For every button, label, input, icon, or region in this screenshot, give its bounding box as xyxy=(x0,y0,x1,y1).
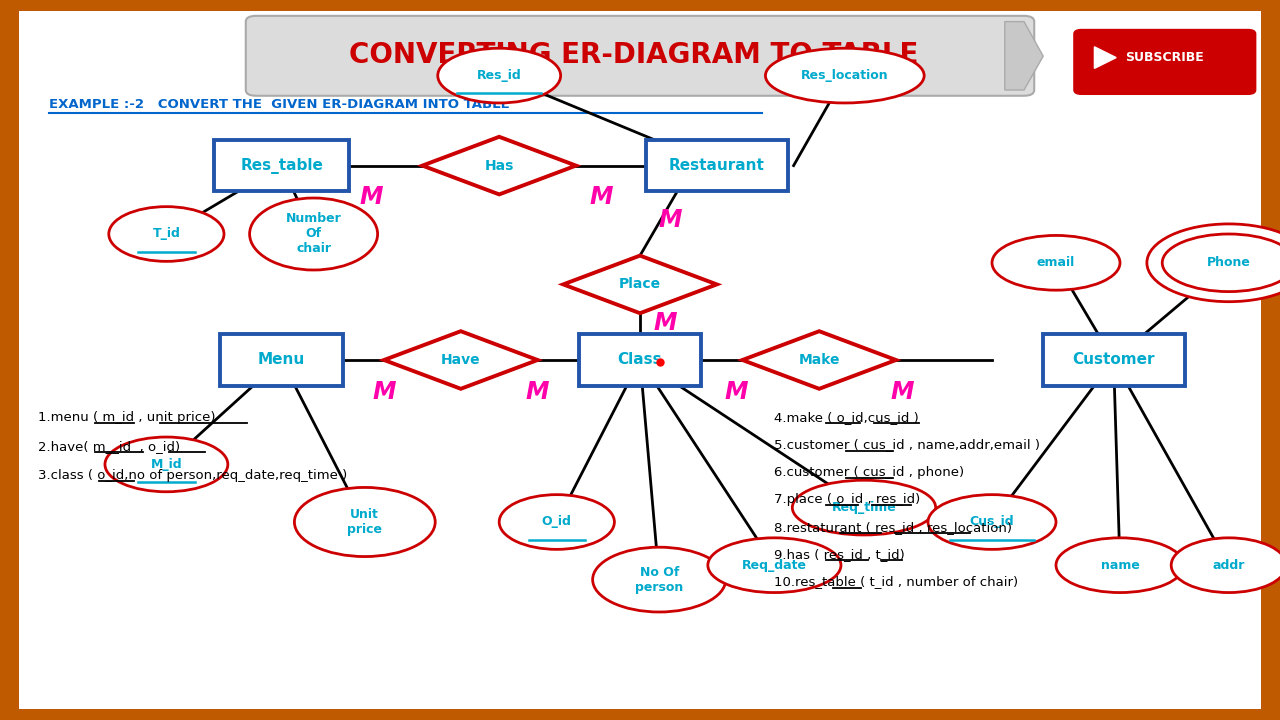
Text: Has: Has xyxy=(485,158,513,173)
Polygon shape xyxy=(1094,47,1116,68)
Text: 8.restaturant ( res_id , res_location): 8.restaturant ( res_id , res_location) xyxy=(774,521,1012,534)
Text: 7.place ( o_id , res_id): 7.place ( o_id , res_id) xyxy=(774,493,920,506)
FancyBboxPatch shape xyxy=(220,334,343,386)
Text: Number
Of
chair: Number Of chair xyxy=(285,212,342,256)
Polygon shape xyxy=(384,331,538,389)
Text: Res_location: Res_location xyxy=(801,69,888,82)
Text: M: M xyxy=(360,185,383,210)
Text: Res_table: Res_table xyxy=(241,158,323,174)
FancyBboxPatch shape xyxy=(1042,334,1185,386)
Text: Restaurant: Restaurant xyxy=(669,158,764,173)
Text: 9.has ( res_id , t_id): 9.has ( res_id , t_id) xyxy=(774,548,905,561)
Text: Res_id: Res_id xyxy=(477,69,521,82)
Ellipse shape xyxy=(109,207,224,261)
Ellipse shape xyxy=(992,235,1120,290)
Text: Unit
price: Unit price xyxy=(347,508,383,536)
Text: 1.menu ( m_id , unit price): 1.menu ( m_id , unit price) xyxy=(38,411,216,424)
Ellipse shape xyxy=(792,480,936,535)
Text: M: M xyxy=(891,380,914,405)
Text: M: M xyxy=(372,380,396,405)
Polygon shape xyxy=(563,256,717,313)
FancyBboxPatch shape xyxy=(246,16,1034,96)
Text: O_id: O_id xyxy=(541,516,572,528)
Ellipse shape xyxy=(438,48,561,103)
Text: Cus_id: Cus_id xyxy=(970,516,1014,528)
Text: 2.have( m__id  , o_id): 2.have( m__id , o_id) xyxy=(38,440,180,453)
FancyBboxPatch shape xyxy=(1074,30,1256,94)
Polygon shape xyxy=(422,137,576,194)
Text: 4.make ( o_id,cus_id ): 4.make ( o_id,cus_id ) xyxy=(774,411,919,424)
Text: addr: addr xyxy=(1212,559,1245,572)
Text: SUBSCRIBE: SUBSCRIBE xyxy=(1125,51,1204,64)
Text: Class: Class xyxy=(618,353,662,367)
Text: Req_time: Req_time xyxy=(832,501,896,514)
Text: CONVERTING ER-DIAGRAM TO TABLE: CONVERTING ER-DIAGRAM TO TABLE xyxy=(349,41,918,68)
Ellipse shape xyxy=(105,437,228,492)
Ellipse shape xyxy=(1171,538,1280,593)
Text: EXAMPLE :-2   CONVERT THE  GIVEN ER-DIAGRAM INTO TABLE: EXAMPLE :-2 CONVERT THE GIVEN ER-DIAGRAM… xyxy=(49,98,509,111)
Text: M: M xyxy=(590,185,613,210)
Ellipse shape xyxy=(250,198,378,270)
Text: M_id: M_id xyxy=(151,458,182,471)
Text: Menu: Menu xyxy=(259,353,305,367)
Text: Have: Have xyxy=(442,353,480,367)
FancyBboxPatch shape xyxy=(19,11,1261,709)
Ellipse shape xyxy=(294,487,435,557)
Text: M: M xyxy=(659,207,682,232)
FancyBboxPatch shape xyxy=(579,334,701,386)
Polygon shape xyxy=(742,331,896,389)
Text: 5.customer ( cus_id , name,addr,email ): 5.customer ( cus_id , name,addr,email ) xyxy=(774,438,1041,451)
Text: 6.customer ( cus_id , phone): 6.customer ( cus_id , phone) xyxy=(774,466,965,479)
Text: Req_date: Req_date xyxy=(742,559,806,572)
Ellipse shape xyxy=(1056,538,1184,593)
Ellipse shape xyxy=(708,538,841,593)
Text: Place: Place xyxy=(620,277,660,292)
Text: 3.class ( o_id,no of person,req_date,req_time ): 3.class ( o_id,no of person,req_date,req… xyxy=(38,469,348,482)
Text: M: M xyxy=(526,380,549,405)
FancyBboxPatch shape xyxy=(214,140,349,191)
Text: Make: Make xyxy=(799,353,840,367)
FancyBboxPatch shape xyxy=(646,140,788,191)
Text: Phone: Phone xyxy=(1207,256,1251,269)
Text: M: M xyxy=(654,310,677,335)
Text: email: email xyxy=(1037,256,1075,269)
Ellipse shape xyxy=(593,547,726,612)
Polygon shape xyxy=(1005,22,1043,90)
Text: 10.res_table ( t_id , number of chair): 10.res_table ( t_id , number of chair) xyxy=(774,575,1019,588)
Text: No Of
person: No Of person xyxy=(635,566,684,593)
Ellipse shape xyxy=(928,495,1056,549)
Text: T_id: T_id xyxy=(152,228,180,240)
Ellipse shape xyxy=(765,48,924,103)
Ellipse shape xyxy=(1162,234,1280,292)
Text: M: M xyxy=(724,380,748,405)
Ellipse shape xyxy=(499,495,614,549)
Ellipse shape xyxy=(1147,224,1280,302)
Text: name: name xyxy=(1101,559,1139,572)
Text: Customer: Customer xyxy=(1073,353,1155,367)
